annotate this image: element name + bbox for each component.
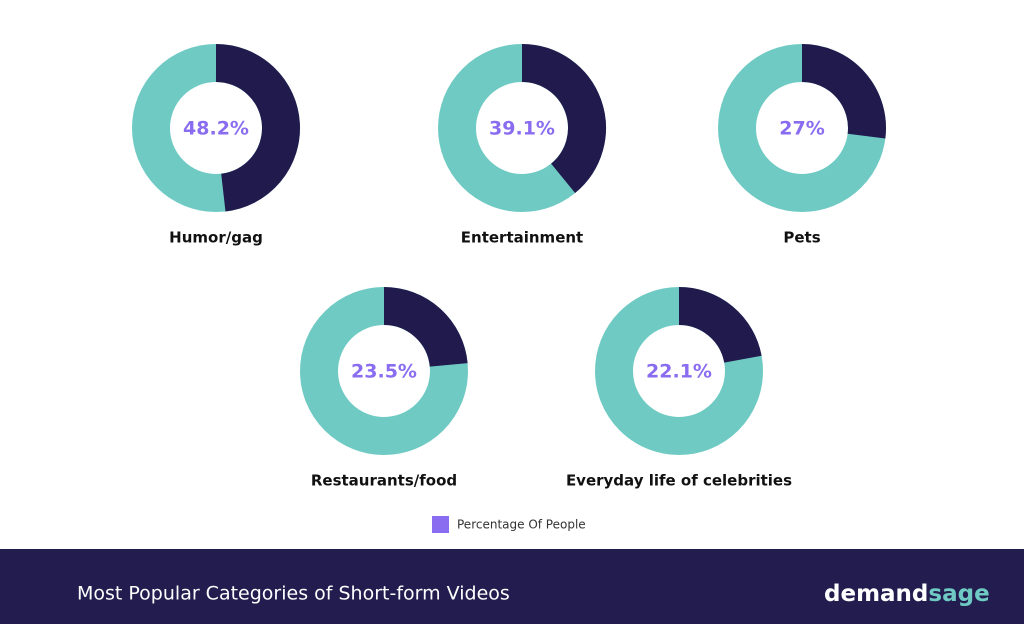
category-label: Restaurants/food bbox=[311, 472, 457, 490]
value-label: 23.5% bbox=[351, 361, 417, 383]
donut-segment bbox=[801, 44, 886, 139]
donut-segment bbox=[521, 44, 606, 194]
legend-label: Percentage Of People bbox=[457, 518, 586, 532]
footer bbox=[0, 549, 1024, 624]
footer-title: Most Popular Categories of Short-form Vi… bbox=[77, 583, 510, 605]
value-label: 22.1% bbox=[646, 361, 712, 383]
category-label: Humor/gag bbox=[169, 229, 263, 247]
value-label: 48.2% bbox=[183, 118, 249, 140]
donut-segment bbox=[383, 287, 468, 368]
category-label: Pets bbox=[783, 229, 820, 247]
brand-part: sage bbox=[928, 581, 989, 607]
brand: demandsage bbox=[824, 581, 990, 607]
donut-segment bbox=[678, 287, 762, 364]
brand-part: demand bbox=[824, 581, 928, 607]
legend-swatch bbox=[432, 516, 449, 533]
category-label: Everyday life of celebrities bbox=[566, 472, 792, 490]
category-label: Entertainment bbox=[461, 229, 583, 247]
donut-segment bbox=[215, 44, 300, 212]
value-label: 39.1% bbox=[489, 118, 555, 140]
value-label: 27% bbox=[779, 118, 824, 140]
